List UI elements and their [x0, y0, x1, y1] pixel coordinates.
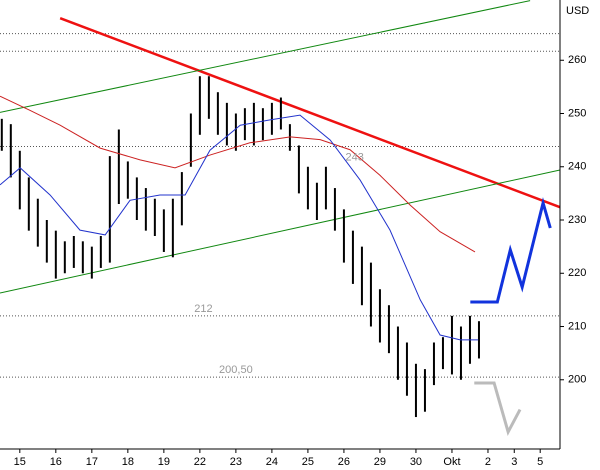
moving-average — [0, 95, 476, 253]
moving-average — [0, 114, 479, 341]
x-tick-label: 25 — [302, 456, 314, 468]
y-tick-label: 230 — [568, 214, 586, 226]
level-label: 212 — [194, 303, 212, 315]
y-tick-label: 200 — [568, 374, 586, 386]
trendline — [0, 0, 531, 113]
annotation: 243 — [346, 152, 364, 164]
x-tick-label: 19 — [158, 456, 170, 468]
x-tick-label: 5 — [537, 456, 543, 468]
x-tick-label: 16 — [50, 456, 62, 468]
y-axis-label: USD — [566, 5, 589, 17]
x-tick-label: 23 — [230, 456, 242, 468]
trendline — [0, 169, 561, 294]
trendline — [59, 17, 561, 209]
projection — [470, 197, 552, 304]
x-tick-label: Okt — [443, 456, 460, 468]
y-tick-label: 240 — [568, 161, 586, 173]
x-tick-label: 18 — [122, 456, 134, 468]
level-label: 200,50 — [219, 364, 253, 376]
x-tick-label: 26 — [338, 456, 350, 468]
x-tick-label: 30 — [410, 456, 422, 468]
y-tick-label: 220 — [568, 267, 586, 279]
y-tick-label: 260 — [568, 54, 586, 66]
x-tick-label: 29 — [374, 456, 386, 468]
y-tick-label: 210 — [568, 320, 586, 332]
x-tick-label: 17 — [86, 456, 98, 468]
x-tick-label: 24 — [266, 456, 278, 468]
x-tick-label: 15 — [14, 456, 26, 468]
x-tick-label: 3 — [511, 456, 517, 468]
projection — [474, 381, 522, 436]
x-tick-label: 2 — [485, 456, 491, 468]
x-tick-label: 22 — [194, 456, 206, 468]
y-tick-label: 250 — [568, 107, 586, 119]
